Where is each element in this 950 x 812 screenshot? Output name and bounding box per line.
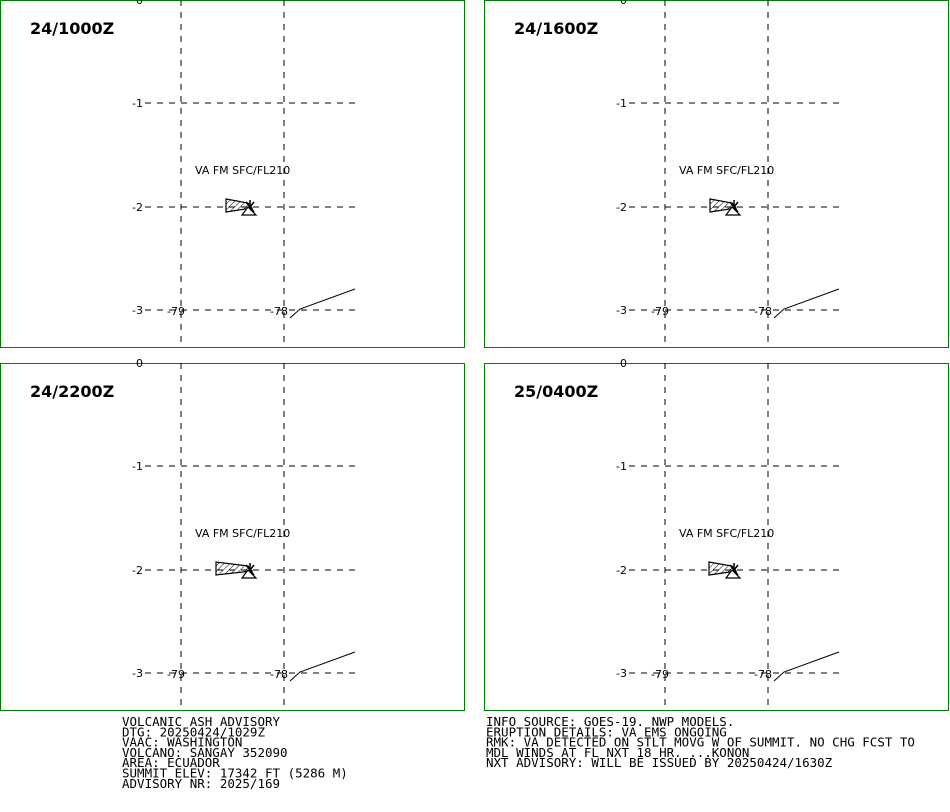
panel-frame <box>484 0 949 348</box>
valid-time: 24/2200Z <box>30 382 114 401</box>
forecast-panel: 0 -1 -2 -3 -79 -78 24/2200Z VA FM SFC/FL210 <box>0 357 465 711</box>
advisory-line: ERUPTION DETAILS: VA EMS ONGOING <box>486 724 727 739</box>
ash-area <box>225 198 254 213</box>
ash-label: VA FM SFC/FL210 <box>195 164 290 177</box>
ash-area <box>708 561 738 576</box>
latitude-label: -1 <box>132 97 143 110</box>
latitude-label: -2 <box>616 564 627 577</box>
advisory-line: ADVISORY NR: 2025/169 <box>122 776 280 791</box>
advisory-line: VOLCANIC ASH ADVISORY <box>122 714 281 729</box>
volcano-triangle <box>240 569 258 579</box>
forecast-panel: 0 -1 -2 -3 -79 -78 24/1000Z VA FM SFC/FL210 <box>0 0 465 348</box>
ash-label: VA FM SFC/FL210 <box>679 164 774 177</box>
advisory-line: VOLCANO: SANGAY 352090 <box>122 745 288 760</box>
forecast-panel: 0 -1 -2 -3 -79 -78 25/0400Z VA FM SFC/FL210 <box>484 357 949 711</box>
ash-label: VA FM SFC/FL210 <box>679 527 774 540</box>
latitude-label: 0 <box>136 357 143 370</box>
latitude-label: -3 <box>132 304 143 317</box>
valid-time: 24/1600Z <box>514 19 598 38</box>
latitude-label: -1 <box>132 460 143 473</box>
latitude-label: -3 <box>616 667 627 680</box>
ash-label: VA FM SFC/FL210 <box>195 527 290 540</box>
ash-area <box>709 198 738 213</box>
latitude-label: -3 <box>616 304 627 317</box>
longitude-label: -78 <box>270 305 288 318</box>
forecast-panel: 0 -1 -2 -3 -79 -78 24/1600Z VA FM SFC/FL210 <box>484 0 949 348</box>
volcano-triangle <box>724 569 742 579</box>
latitude-label: 0 <box>620 357 627 370</box>
coastline <box>289 288 356 319</box>
longitude-label: -79 <box>651 305 669 318</box>
latitude-label: -2 <box>132 564 143 577</box>
longitude-label: -79 <box>167 305 185 318</box>
volcano-triangle <box>240 206 258 216</box>
panel-frame <box>0 0 465 348</box>
coastline <box>289 651 356 682</box>
advisory-line: MDL WINDS AT FL NXT 18 HR. ...KONON <box>486 745 749 760</box>
latitude-label: -2 <box>132 201 143 214</box>
valid-time: 25/0400Z <box>514 382 598 401</box>
coastline <box>773 288 840 319</box>
advisory-line: RMK: VA DETECTED ON STLT MOVG W OF SUMMI… <box>486 735 915 750</box>
ash-area <box>215 561 254 576</box>
advisory-line: VAAC: WASHINGTON <box>122 735 242 750</box>
panel-frame <box>484 363 949 711</box>
advisory-line: DTG: 20250424/1029Z <box>122 724 265 739</box>
advisory-line: NXT ADVISORY: WILL BE ISSUED BY 20250424… <box>486 755 833 770</box>
longitude-label: -79 <box>167 668 185 681</box>
latitude-label: -1 <box>616 97 627 110</box>
longitude-label: -78 <box>270 668 288 681</box>
latitude-label: -1 <box>616 460 627 473</box>
advisory-line: SUMMIT ELEV: 17342 FT (5286 M) <box>122 766 348 781</box>
advisory-line: AREA: ECUADOR <box>122 755 220 770</box>
latitude-label: -2 <box>616 201 627 214</box>
latitude-label: -3 <box>132 667 143 680</box>
valid-time: 24/1000Z <box>30 19 114 38</box>
coastline <box>773 651 840 682</box>
longitude-label: -78 <box>754 668 772 681</box>
latitude-label: 0 <box>620 0 627 7</box>
volcano-triangle <box>724 206 742 216</box>
panel-frame <box>0 363 465 711</box>
longitude-label: -79 <box>651 668 669 681</box>
advisory-line: INFO SOURCE: GOES-19. NWP MODELS. <box>486 714 734 729</box>
longitude-label: -78 <box>754 305 772 318</box>
latitude-label: 0 <box>136 0 143 7</box>
